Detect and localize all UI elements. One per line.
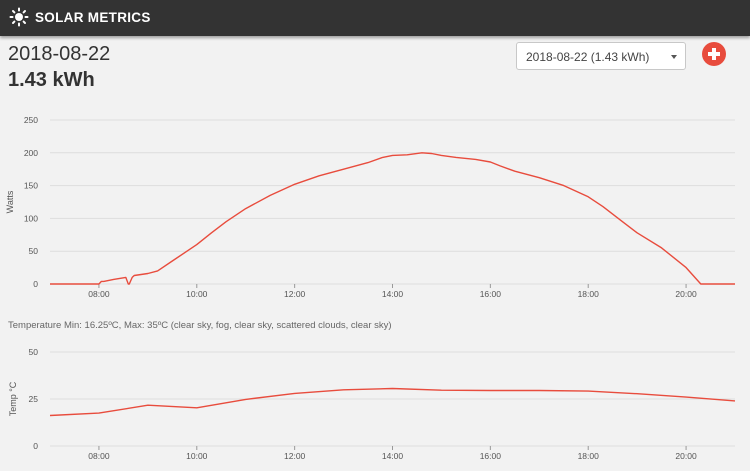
y-tick-label: 100 <box>24 213 38 223</box>
y-axis-label: Watts <box>5 190 15 213</box>
y-tick-label: 50 <box>29 347 39 357</box>
y-tick-label: 250 <box>24 115 38 125</box>
date-select[interactable]: 2018-08-22 (1.43 kWh) <box>516 42 686 70</box>
x-tick-label: 20:00 <box>675 289 697 299</box>
x-tick-label: 16:00 <box>480 451 502 461</box>
add-button[interactable] <box>702 42 726 66</box>
x-tick-label: 08:00 <box>88 451 110 461</box>
app-title: SOLAR METRICS <box>35 10 151 25</box>
x-tick-label: 08:00 <box>88 289 110 299</box>
y-axis-label: Temp °C <box>8 381 18 416</box>
x-tick-label: 20:00 <box>675 451 697 461</box>
x-tick-label: 10:00 <box>186 289 208 299</box>
power-chart: 0 50 100 150 200 250 08:00 10:00 12:00 14:00 16:00… <box>5 115 735 299</box>
y-tick-label: 0 <box>33 441 38 451</box>
x-tick-label: 14:00 <box>382 289 404 299</box>
x-tick-label: 10:00 <box>186 451 208 461</box>
series-line <box>49 387 736 417</box>
temperature-chart: 0 25 50 08:00 10:00 12:00 14:00 16:00 18:00 20:00… <box>8 347 736 461</box>
y-tick-label: 150 <box>24 181 38 191</box>
x-tick-label: 16:00 <box>480 289 502 299</box>
temperature-summary: Temperature Min: 16.25ºC, Max: 35ºC (cle… <box>8 320 392 331</box>
x-tick-label: 18:00 <box>578 451 600 461</box>
y-tick-label: 25 <box>29 394 39 404</box>
x-tick-label: 12:00 <box>284 451 306 461</box>
x-tick-label: 14:00 <box>382 451 404 461</box>
y-tick-label: 50 <box>29 246 39 256</box>
date-select-value: 2018-08-22 (1.43 kWh) <box>526 50 650 64</box>
sun-icon <box>9 7 29 27</box>
x-tick-label: 18:00 <box>578 289 600 299</box>
chevron-down-icon <box>671 55 677 59</box>
top-bar: SOLAR METRICS <box>0 0 750 36</box>
page-title: 2018-08-22 <box>8 43 111 65</box>
y-tick-label: 0 <box>33 279 38 289</box>
x-tick-label: 12:00 <box>284 289 306 299</box>
y-tick-label: 200 <box>24 148 38 158</box>
series-line <box>50 152 735 285</box>
energy-total: 1.43 kWh <box>8 69 95 91</box>
